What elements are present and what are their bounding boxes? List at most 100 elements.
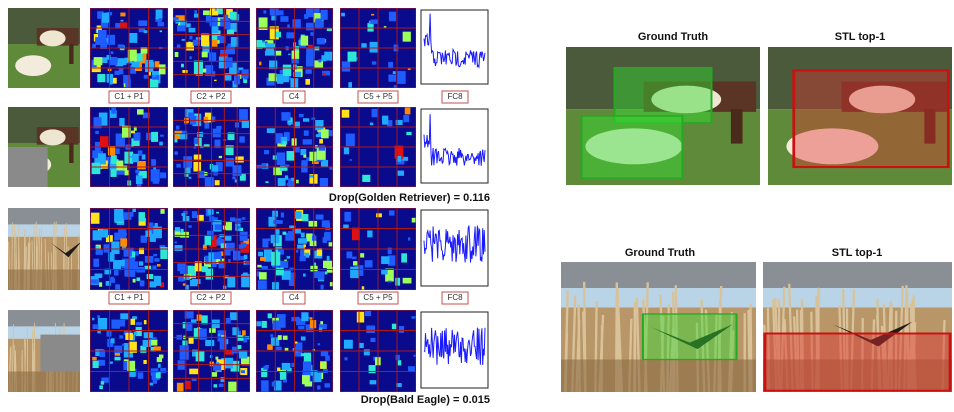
- activation: [277, 152, 285, 165]
- feature-map: [256, 310, 333, 392]
- activation: [259, 62, 261, 66]
- activation: [315, 21, 324, 28]
- activation: [130, 319, 135, 325]
- drop-label: Drop(Golden Retriever) = 0.116: [329, 192, 490, 204]
- activation: [155, 61, 160, 67]
- activation: [301, 336, 306, 340]
- activation: [393, 71, 396, 74]
- gt-box: [582, 116, 683, 178]
- activation: [270, 9, 279, 16]
- activation: [370, 42, 379, 53]
- feature-map: [340, 107, 416, 187]
- activation: [158, 22, 165, 26]
- activation: [120, 313, 128, 319]
- activation: [322, 362, 327, 369]
- activation: [190, 280, 197, 287]
- activation: [144, 30, 148, 33]
- activation: [348, 52, 357, 62]
- activation: [359, 343, 364, 348]
- activation: [288, 54, 291, 55]
- activation: [287, 256, 290, 259]
- activation: [314, 271, 320, 278]
- activation: [352, 257, 357, 260]
- activation: [123, 166, 127, 171]
- activation: [111, 241, 119, 254]
- activation: [230, 12, 238, 20]
- activation: [297, 245, 304, 249]
- activation: [394, 85, 397, 89]
- gt-box: [615, 68, 712, 123]
- result-image: [566, 47, 760, 185]
- activation: [93, 259, 99, 267]
- activation: [305, 79, 310, 85]
- activation: [342, 110, 350, 118]
- activation: [325, 232, 331, 241]
- activation: [401, 253, 407, 262]
- activation: [194, 155, 201, 160]
- activation: [256, 321, 261, 326]
- activation: [157, 264, 161, 267]
- activation: [292, 19, 300, 28]
- activation: [318, 343, 321, 345]
- activation: [259, 43, 265, 49]
- reeds-dark: [8, 270, 80, 291]
- activation: [299, 114, 304, 117]
- activation: [280, 371, 286, 380]
- activation: [174, 151, 177, 154]
- activation: [282, 363, 291, 370]
- activation: [207, 179, 211, 185]
- activation: [412, 218, 416, 223]
- activation: [278, 335, 282, 340]
- activation: [132, 209, 136, 212]
- activation: [205, 236, 212, 245]
- activation: [227, 277, 235, 288]
- activation: [195, 114, 198, 116]
- activation: [259, 272, 267, 279]
- activation: [97, 315, 100, 318]
- activation: [267, 128, 275, 133]
- activation: [309, 221, 318, 227]
- activation: [176, 164, 181, 168]
- activation: [226, 243, 235, 251]
- activation: [186, 168, 190, 173]
- activation: [99, 282, 102, 286]
- activation: [160, 172, 166, 178]
- activation: [121, 230, 124, 232]
- activation: [273, 321, 281, 331]
- input-image: [8, 208, 81, 290]
- activation: [135, 170, 139, 174]
- activation: [119, 335, 123, 338]
- pred-box: [794, 70, 949, 167]
- activation: [106, 281, 111, 286]
- activation: [301, 353, 305, 356]
- activation: [215, 180, 220, 185]
- activation: [301, 160, 307, 164]
- activation: [180, 229, 183, 233]
- activation: [159, 64, 166, 74]
- activation: [366, 325, 375, 332]
- activation: [303, 274, 306, 277]
- activation: [93, 361, 99, 368]
- result-image: [763, 262, 952, 392]
- activation: [131, 62, 139, 67]
- activation: [283, 232, 287, 235]
- activation: [370, 338, 375, 342]
- feature-map: [256, 8, 333, 88]
- activation: [192, 211, 197, 218]
- activation: [196, 37, 201, 40]
- activation: [280, 261, 288, 268]
- activation: [116, 148, 120, 154]
- feature-map: [173, 107, 250, 189]
- activation: [106, 55, 110, 60]
- water: [763, 288, 952, 308]
- activation: [258, 252, 263, 256]
- activation: [344, 212, 350, 222]
- activation: [389, 210, 394, 215]
- activation: [324, 52, 332, 61]
- input-image: [8, 107, 80, 187]
- pred-box: [765, 334, 950, 391]
- activation: [203, 10, 210, 15]
- activation: [98, 153, 106, 164]
- activation: [120, 13, 125, 17]
- activation: [309, 175, 313, 178]
